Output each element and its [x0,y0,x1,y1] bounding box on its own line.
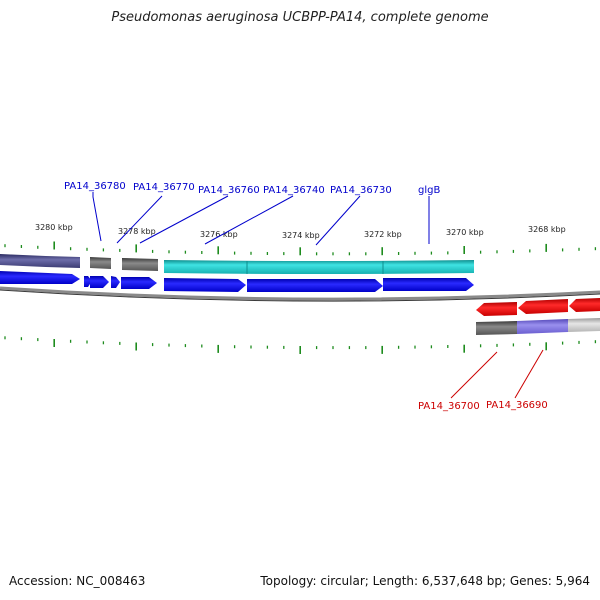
forward-tick-ring [4,241,597,256]
reverse-gene-labels: PA14_36700 PA14_36690 [418,400,548,412]
feature-light-gray[interactable] [568,318,600,332]
cds-forward-3[interactable] [90,276,109,288]
reverse-label-leaders [450,349,544,399]
feature-purple[interactable] [0,254,80,268]
reverse-cds-track [476,298,600,316]
gene-label-pa14-36700[interactable]: PA14_36700 [418,401,480,412]
feature-lavender[interactable] [517,319,568,334]
feature-gray-1[interactable] [90,257,111,269]
kbp-label-3268: 3268 kbp [528,225,566,234]
cds-forward-4[interactable] [111,276,120,288]
genome-backbone [0,286,600,302]
gene-label-pa14-36780[interactable]: PA14_36780 [64,181,126,192]
forward-cds-track [0,271,474,292]
reverse-tick-ring [4,336,597,354]
kbp-label-3280: 3280 kbp [35,223,73,232]
feature-gray-2[interactable] [122,258,158,271]
map-title: Pseudomonas aeruginosa UCBPP-PA14, compl… [111,10,489,25]
kbp-label-3272: 3272 kbp [364,230,402,239]
cds-forward-1[interactable] [0,271,80,284]
cds-reverse-2[interactable] [518,299,568,314]
forward-feature-track [0,254,474,274]
gene-label-pa14-36730[interactable]: PA14_36730 [330,185,392,196]
gene-label-pa14-36760[interactable]: PA14_36760 [198,185,260,196]
kbp-label-3270: 3270 kbp [446,228,484,237]
cds-forward-6[interactable] [164,278,246,292]
genome-summary-text: Topology: circular; Length: 6,537,648 bp… [260,574,590,588]
kbp-label-3274: 3274 kbp [282,231,320,240]
gene-label-pa14-36740[interactable]: PA14_36740 [263,185,325,196]
forward-label-leaders [92,192,430,246]
accession-text: Accession: NC_008463 [9,574,146,588]
cds-forward-7[interactable] [247,279,383,292]
gene-label-glgb[interactable]: glgB [418,185,440,196]
gene-label-pa14-36690[interactable]: PA14_36690 [486,400,548,411]
forward-gene-labels: PA14_36780 PA14_36770 PA14_36760 PA14_36… [64,181,440,196]
cds-forward-5[interactable] [121,277,157,289]
reverse-feature-track [476,318,600,335]
kbp-label-3278: 3278 kbp [118,227,156,236]
feature-gray-reverse[interactable] [476,321,517,335]
cds-forward-8[interactable] [383,278,474,291]
gene-label-pa14-36770[interactable]: PA14_36770 [133,182,195,193]
cds-reverse-1[interactable] [476,302,517,316]
kbp-label-3276: 3276 kbp [200,230,238,239]
cds-reverse-3[interactable] [569,298,600,312]
feature-teal[interactable] [164,260,474,274]
kbp-scale: 3280 kbp 3278 kbp 3276 kbp 3274 kbp 3272… [35,223,566,240]
